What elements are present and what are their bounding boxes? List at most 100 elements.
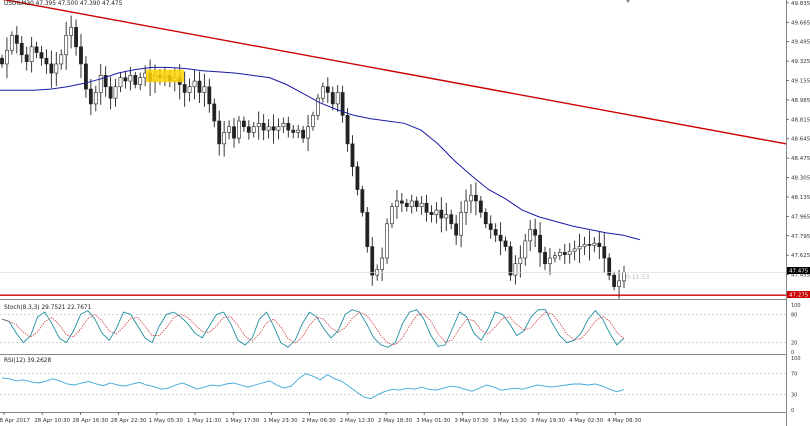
candle-body (133, 75, 138, 85)
candle-body (439, 209, 444, 219)
candle-body (434, 209, 439, 215)
stochastic-level-label: 20 (791, 341, 797, 347)
candle-body (572, 248, 577, 252)
candle-body (197, 80, 202, 93)
candle-body (365, 212, 370, 247)
y-tick-label: 47.625 (791, 253, 810, 259)
candle-body (409, 200, 414, 207)
candle-body (533, 229, 538, 236)
candle-body (552, 255, 557, 259)
symbol-ohlc-label: USOILM30 47.395 47.500 47.390 47.475 (4, 1, 123, 7)
y-tick-label: 48.645 (791, 137, 810, 143)
candle-body (217, 120, 222, 145)
candle-body (597, 242, 602, 247)
candle-body (296, 129, 301, 133)
candle-body (325, 86, 330, 93)
x-tick-label: 28 Apr 2017 (0, 418, 31, 424)
candle-body (113, 86, 118, 99)
candle-body (459, 212, 463, 236)
candle-body (399, 200, 404, 204)
x-tick-label: 1 May 11:30 (187, 418, 222, 424)
x-tick-label: 4 May 02:30 (569, 418, 604, 424)
candle-body (390, 206, 394, 225)
y-tick-label: 48.475 (791, 156, 810, 162)
candle-body (380, 257, 385, 270)
candle-body (528, 229, 533, 242)
y-tick-label: 48.985 (791, 98, 810, 104)
moving-average-line (0, 66, 641, 241)
candle-body (59, 54, 64, 65)
candle-body (454, 223, 459, 236)
x-tick-label: 3 May 13:30 (493, 418, 528, 424)
rsi-label: RSI(12) 39.2628 (4, 358, 51, 364)
y-tick-label: 48.135 (791, 195, 810, 201)
candle-body (14, 35, 19, 44)
downtrend-line (2, 0, 787, 145)
x-tick-label: 3 May 07:30 (454, 418, 489, 424)
candle-body (567, 250, 572, 255)
x-tick-label: 28 Apr 22:30 (111, 418, 147, 424)
candle-body (39, 52, 44, 59)
rsi-level-label: 0 (791, 408, 794, 414)
candle-body (582, 244, 587, 247)
candle-body (449, 214, 454, 225)
candle-body (587, 244, 592, 246)
candle-body (503, 240, 508, 247)
stochastic-label: Stoch(8,3,3) 29.7521 22.7671 (4, 305, 92, 311)
x-tick-label: 4 May 08:30 (607, 418, 642, 424)
candle-body (69, 27, 74, 36)
candle-body (212, 103, 217, 122)
candle-body (316, 97, 320, 116)
candle-body (523, 240, 528, 259)
y-tick-label: 49.155 (791, 78, 810, 84)
stochastic-level-label: 80 (791, 312, 797, 318)
rsi-panel: 100 70 30 0 (0, 356, 801, 414)
candle-body (232, 126, 236, 139)
candle-body (493, 229, 498, 236)
x-tick-label: 1 May 05:30 (149, 418, 184, 424)
candle-body (29, 46, 34, 62)
current-price-badge (787, 267, 810, 274)
candle-body (79, 46, 83, 65)
candle-body (187, 86, 192, 93)
candle-body (192, 80, 197, 88)
x-tick-label: 28 Apr 16:30 (72, 418, 108, 424)
rsi-level-label: 30 (791, 392, 797, 398)
candle-body (98, 75, 103, 93)
rsi-line (1, 373, 625, 400)
candle-body (301, 129, 306, 139)
candle-body (84, 63, 88, 90)
stochastic-signal-line (1, 311, 625, 346)
y-tick-label: 47.965 (791, 214, 810, 220)
rsi-level-label: 70 (791, 372, 797, 378)
candle-body (286, 123, 291, 131)
chevron-down-icon[interactable] (626, 0, 630, 3)
candle-body (251, 126, 256, 133)
support-price-badge (787, 291, 810, 298)
candle-body (335, 92, 340, 105)
candle-body (49, 63, 54, 74)
x-tick-label: 3 May 19:30 (531, 418, 566, 424)
candle-body (54, 63, 59, 74)
candle-body (306, 126, 310, 139)
candle-body (498, 234, 503, 242)
candle-body (261, 123, 266, 131)
candle-body (602, 246, 607, 259)
candle-body (202, 86, 207, 93)
candle-body (424, 202, 429, 213)
candle-body (340, 92, 345, 116)
candle-body (138, 77, 143, 85)
candle-body (513, 263, 518, 276)
stochastic-level-label: 0 (791, 350, 794, 356)
candle-body (93, 92, 98, 105)
candle-body (118, 77, 123, 88)
candle-body (330, 92, 335, 105)
x-tick-label: 1 May 17:30 (225, 418, 260, 424)
candle-body (612, 274, 617, 287)
candle-body (483, 212, 488, 225)
candle-body (518, 257, 523, 265)
candle-body (444, 214, 449, 219)
candle-body (345, 115, 350, 145)
